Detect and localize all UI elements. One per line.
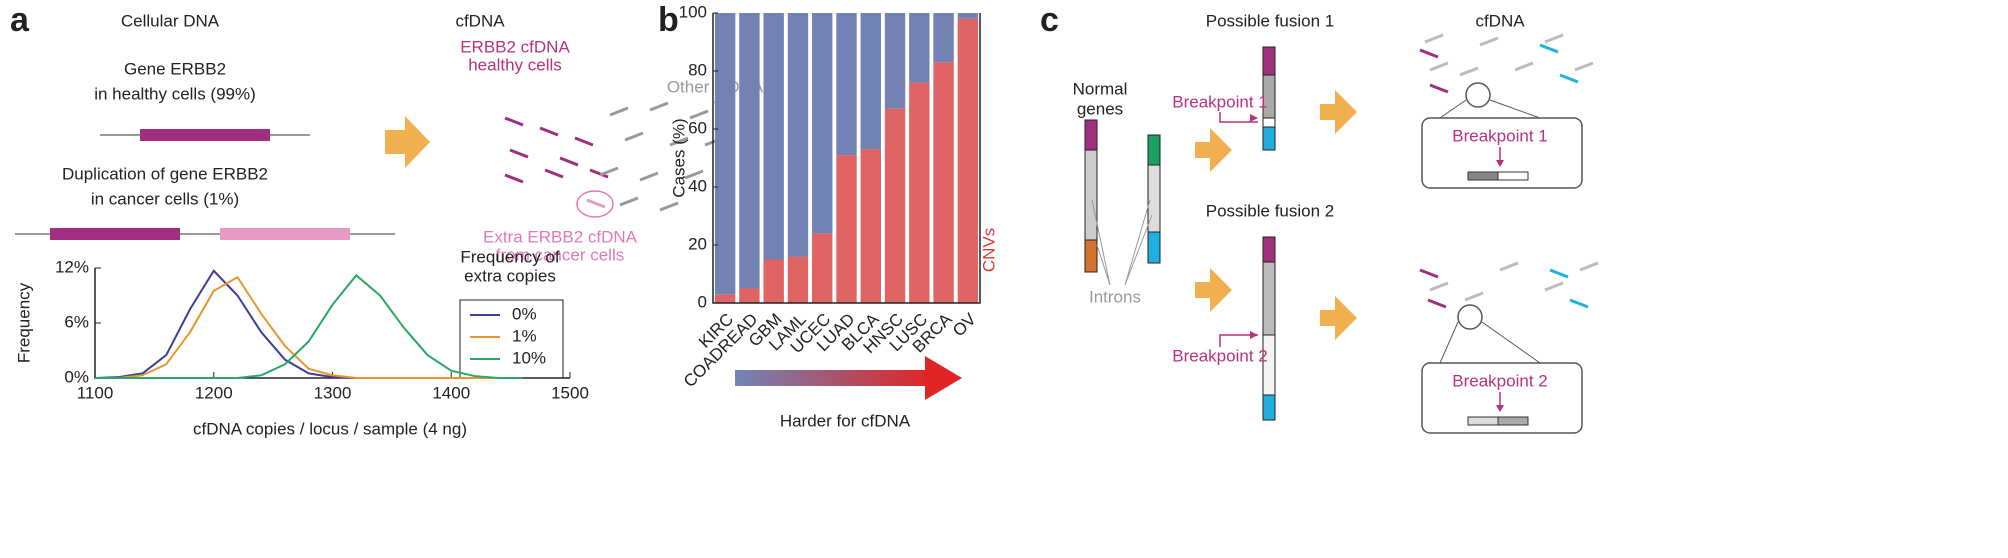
cfdna-fragments — [1419, 33, 1599, 309]
axis-note: Harder for cfDNA — [780, 411, 911, 430]
label: Breakpoint 1 — [1172, 92, 1267, 111]
bar-segment — [933, 13, 954, 63]
fragment — [1467, 416, 1499, 426]
bar-segment — [909, 82, 930, 303]
label: genes — [1077, 99, 1123, 118]
label: Extra ERBB2 cfDNA — [483, 227, 638, 246]
arrows — [1195, 90, 1357, 340]
annotation: CNVs — [979, 228, 998, 272]
bar-segment — [836, 155, 857, 303]
panel-label: a — [10, 1, 30, 39]
bar-segment — [933, 62, 954, 303]
legend-title: Frequency of — [460, 247, 559, 266]
y-axis-label: Cases (%) — [669, 118, 688, 197]
pointer-head — [1250, 114, 1258, 339]
bar-segment — [787, 256, 809, 303]
series-line — [95, 273, 523, 379]
highlight — [576, 190, 614, 218]
series-line — [94, 269, 523, 379]
zoom-box — [1421, 362, 1583, 434]
legend-label: 0% — [512, 304, 537, 323]
label: Normal — [1073, 79, 1128, 98]
fragment — [1467, 171, 1499, 181]
series-line — [95, 275, 523, 379]
y-tick-label: 0 — [698, 292, 707, 311]
gene — [50, 228, 180, 240]
label: ERBB2 cfDNA — [460, 37, 570, 56]
bar-segment — [763, 13, 784, 260]
bar-segment — [860, 13, 881, 150]
label: Possible fusion 2 — [1206, 201, 1335, 220]
y-tick-label: 6% — [64, 312, 89, 331]
zoom — [1457, 304, 1483, 330]
label: Breakpoint 2 — [1172, 346, 1267, 365]
bar-segment — [714, 294, 736, 303]
y-tick-label: 40 — [688, 176, 707, 195]
bar-segment — [957, 18, 979, 304]
bar-segment — [884, 13, 906, 109]
y-tick-label: 12% — [55, 257, 89, 276]
legend-label: 10% — [512, 348, 546, 367]
y-axis-label: Frequency — [14, 282, 33, 363]
y-tick-label: 80 — [688, 60, 707, 79]
label: cfDNA — [1475, 11, 1525, 30]
y-tick-label: 100 — [679, 2, 707, 21]
fragment — [1497, 416, 1529, 426]
zoom-lines — [1439, 99, 1541, 364]
label: Breakpoint 2 — [1452, 371, 1547, 390]
label: in healthy cells (99%) — [94, 84, 256, 103]
label: Duplication of gene ERBB2 — [62, 164, 268, 183]
x-tick-label: OV — [949, 309, 980, 340]
bar-segment — [909, 13, 930, 83]
gradient-arrow — [735, 370, 930, 386]
x-tick-label: 1300 — [314, 383, 352, 402]
legend-title: extra copies — [464, 266, 556, 285]
bar-segment — [812, 13, 833, 234]
x-tick-label: 1100 — [77, 383, 114, 402]
label: in cancer cells (1%) — [91, 189, 239, 208]
x-axis-label: cfDNA copies / locus / sample (4 ng) — [193, 419, 467, 438]
bar-segment — [812, 233, 833, 303]
gene-copy — [220, 228, 350, 240]
bar-segment — [836, 13, 857, 156]
x-tick-label: 1500 — [551, 383, 589, 402]
arrow-head — [925, 356, 962, 400]
fragment — [1497, 171, 1529, 181]
bar-segment — [957, 13, 979, 19]
gene — [140, 129, 270, 141]
pointer — [1219, 112, 1258, 347]
y-tick-label: 60 — [688, 118, 707, 137]
x-tick-label: 1200 — [195, 383, 233, 402]
bar-segment — [787, 13, 809, 257]
cfdna-fragments — [504, 101, 724, 212]
axes — [712, 13, 981, 304]
zoom — [1465, 82, 1491, 108]
label: Possible fusion 1 — [1206, 11, 1335, 30]
intron-pointers — [1091, 199, 1153, 286]
label: Breakpoint 1 — [1452, 126, 1547, 145]
bar-segment — [739, 13, 760, 289]
x-tick-label: 1400 — [432, 383, 470, 402]
bar-segment — [714, 13, 736, 295]
arrow — [385, 116, 430, 168]
bar-segment — [860, 149, 881, 303]
heading: Cellular DNA — [121, 11, 220, 30]
label: Gene ERBB2 — [124, 59, 226, 78]
bar-segment — [884, 108, 906, 303]
label: Introns — [1089, 287, 1141, 306]
label: healthy cells — [468, 55, 562, 74]
y-tick-label: 0% — [64, 367, 89, 386]
panel-label: c — [1040, 1, 1059, 39]
bar-segment — [739, 288, 760, 303]
legend-label: 1% — [512, 326, 537, 345]
bar-segment — [763, 259, 784, 303]
heading: cfDNA — [455, 11, 505, 30]
zoom-box — [1421, 117, 1583, 189]
label: from cancer cells — [496, 245, 624, 264]
y-tick-label: 20 — [688, 234, 707, 253]
panel-label: b — [658, 1, 679, 39]
